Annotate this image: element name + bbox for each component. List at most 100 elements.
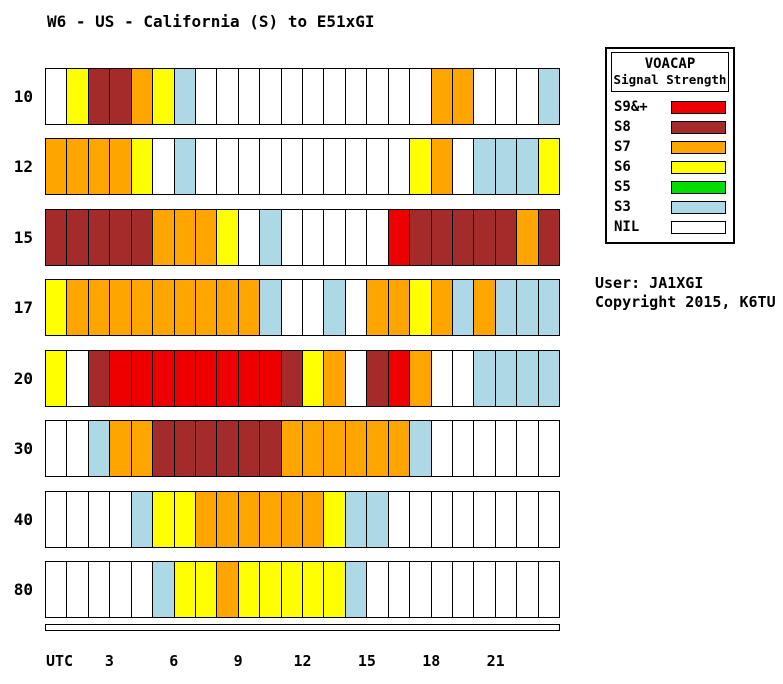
band-label: 15	[13, 228, 33, 247]
hour-cell	[46, 280, 68, 335]
hour-cell	[174, 351, 196, 406]
hour-cell	[410, 69, 432, 124]
hour-cell	[195, 69, 218, 124]
hour-cell	[538, 69, 560, 124]
hour-cell	[410, 139, 432, 194]
x-tick: 9	[233, 652, 243, 670]
hour-cell	[453, 280, 475, 335]
legend-item-label: S9&+	[614, 99, 648, 115]
hour-cell	[88, 492, 111, 547]
hour-cell	[174, 69, 196, 124]
x-tick: 15	[357, 652, 376, 670]
hour-cell	[453, 351, 475, 406]
hour-cell	[367, 562, 389, 617]
hour-cell	[217, 492, 239, 547]
hour-cell	[153, 492, 175, 547]
hour-cell	[46, 351, 68, 406]
hour-cell	[517, 139, 539, 194]
hour-cell	[303, 421, 325, 476]
legend-items: S9&+ S8 S7 S6 S5 S3 NIL	[607, 97, 733, 237]
hour-cell	[195, 562, 218, 617]
legend-swatch	[671, 140, 726, 154]
hour-cell	[345, 69, 368, 124]
hour-cell	[495, 492, 518, 547]
hour-cell	[410, 492, 432, 547]
hour-cell	[260, 280, 282, 335]
hour-cell	[260, 562, 282, 617]
hour-cell	[410, 562, 432, 617]
legend-item: S9&+	[607, 97, 733, 117]
band-label: 17	[13, 298, 33, 317]
hour-cell	[453, 562, 475, 617]
hour-cell	[367, 492, 389, 547]
hour-cell	[281, 492, 304, 547]
band-strip-10	[45, 68, 560, 125]
hour-cell	[388, 280, 411, 335]
hour-cell	[110, 562, 132, 617]
hour-cell	[110, 210, 132, 265]
hour-cell	[367, 69, 389, 124]
hour-cell	[46, 562, 68, 617]
hour-cell	[345, 351, 368, 406]
hour-cell	[153, 421, 175, 476]
hour-cell	[110, 492, 132, 547]
hour-cell	[495, 69, 518, 124]
hour-cell	[174, 562, 196, 617]
band-label: 10	[13, 87, 33, 106]
hour-cell	[88, 139, 111, 194]
hour-cell	[281, 351, 304, 406]
hour-cell	[303, 562, 325, 617]
hour-cell	[495, 280, 518, 335]
hour-cell	[110, 69, 132, 124]
legend-item-label: S8	[614, 119, 631, 135]
hour-cell	[303, 351, 325, 406]
legend-title-box: VOACAP Signal Strength	[611, 52, 729, 92]
hour-cell	[474, 421, 496, 476]
hour-cell	[46, 139, 68, 194]
hour-cell	[324, 69, 346, 124]
band-label: 40	[13, 510, 33, 529]
legend-subtitle: Signal Strength	[613, 72, 727, 87]
hour-cell	[538, 280, 560, 335]
hour-cell	[345, 210, 368, 265]
hour-cell	[110, 421, 132, 476]
hour-cell	[238, 562, 261, 617]
copyright-text: Copyright 2015, K6TU	[595, 293, 776, 311]
hour-cell	[238, 139, 261, 194]
x-tick: 18	[422, 652, 441, 670]
hour-cell	[88, 210, 111, 265]
hour-cell	[174, 280, 196, 335]
hour-cell	[367, 351, 389, 406]
hour-cell	[131, 492, 154, 547]
hour-cell	[431, 210, 454, 265]
hour-cell	[67, 562, 89, 617]
hour-cell	[238, 421, 261, 476]
hour-cell	[174, 492, 196, 547]
hour-cell	[324, 492, 346, 547]
hour-cell	[495, 139, 518, 194]
hour-cell	[131, 69, 154, 124]
x-tick: 12	[293, 652, 312, 670]
hour-cell	[46, 492, 68, 547]
band-strip-30	[45, 420, 560, 477]
hour-cell	[453, 421, 475, 476]
band-strip-12	[45, 138, 560, 195]
hour-cell	[453, 69, 475, 124]
hour-cell	[217, 280, 239, 335]
hour-cell	[431, 421, 454, 476]
hour-cell	[388, 351, 411, 406]
hour-cell	[131, 280, 154, 335]
x-tick: 6	[169, 652, 179, 670]
chart-bottom-strip	[45, 624, 560, 631]
hour-cell	[131, 421, 154, 476]
x-tick: 21	[486, 652, 505, 670]
hour-cell	[174, 210, 196, 265]
hour-cell	[260, 69, 282, 124]
hour-cell	[517, 69, 539, 124]
hour-cell	[281, 562, 304, 617]
hour-cell	[281, 210, 304, 265]
band-strip-17	[45, 279, 560, 336]
band-label: 20	[13, 369, 33, 388]
hour-cell	[324, 139, 346, 194]
hour-cell	[217, 210, 239, 265]
